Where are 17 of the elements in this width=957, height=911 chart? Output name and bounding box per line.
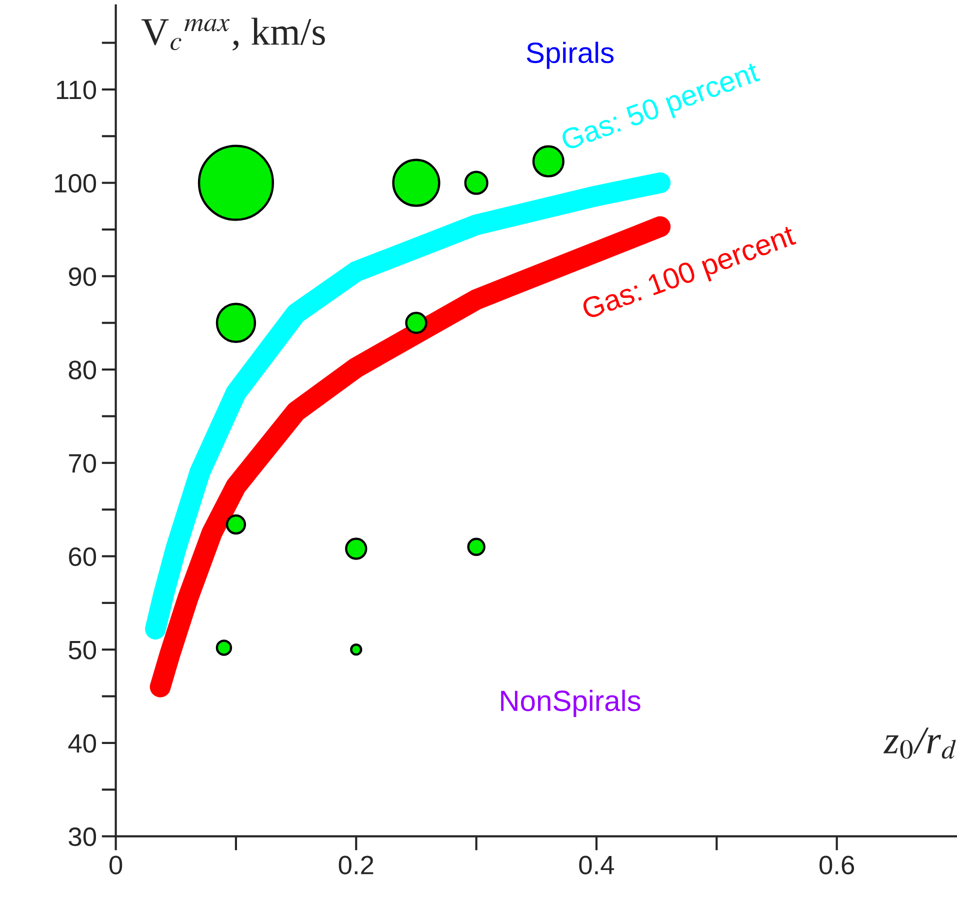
y-tick-label: 50 <box>68 640 96 660</box>
y-tick-label: 110 <box>56 80 96 100</box>
y-axis-title: V$_{c}$$^{max}$, km/s <box>141 18 325 51</box>
y-tick-label: 30 <box>68 827 96 846</box>
annotation: Spirals <box>526 42 614 69</box>
x-tick-label: 0 <box>109 856 122 874</box>
y-tick-label: 80 <box>68 360 96 380</box>
annotation: NonSpirals <box>501 690 640 717</box>
x-tick-label: 0.4 <box>579 856 614 874</box>
x-tick-label: 0.6 <box>820 856 854 874</box>
y-tick-label: 40 <box>68 734 96 753</box>
y-tick-label: 100 <box>55 174 96 193</box>
y-tick-label: 90 <box>68 267 96 286</box>
y-tick-label: 60 <box>69 547 96 566</box>
x-tick-label: 0.2 <box>338 856 374 874</box>
x-axis-title: z$_{0}$/r$_{d}$ <box>883 728 956 759</box>
y-tick-label: 70 <box>69 454 96 473</box>
